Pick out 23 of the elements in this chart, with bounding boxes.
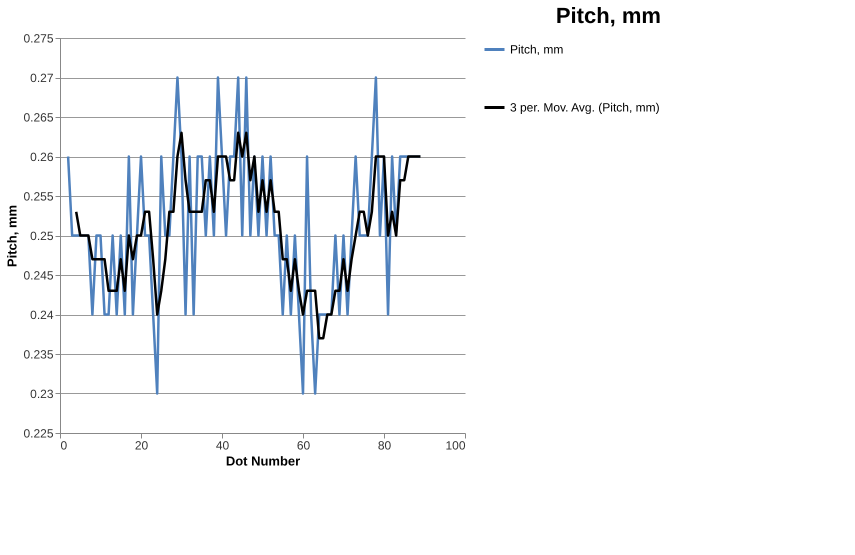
x-tick-label: 60 <box>296 438 310 452</box>
x-axis-title: Dot Number <box>226 454 300 468</box>
y-tick-label: 0.265 <box>23 110 54 124</box>
x-tick-label: 40 <box>216 438 230 452</box>
y-tick-label: 0.26 <box>30 150 54 164</box>
x-tick-label: 100 <box>445 438 466 452</box>
y-tick-label: 0.275 <box>23 32 54 46</box>
legend-label: Pitch, mm <box>510 42 564 56</box>
y-tick-label: 0.235 <box>23 348 54 362</box>
y-tick-label: 0.245 <box>23 268 54 282</box>
x-tick-label: 20 <box>134 438 148 452</box>
y-tick-label: 0.23 <box>30 387 54 401</box>
x-tick-label: 80 <box>378 438 392 452</box>
y-tick-label: 0.225 <box>23 426 54 440</box>
legend-label: 3 per. Mov. Avg. (Pitch, mm) <box>510 100 660 114</box>
text: Pitch, mm <box>556 3 661 28</box>
y-tick-label: 0.255 <box>23 190 54 204</box>
y-tick-label: 0.24 <box>30 308 54 322</box>
y-tick-label: 0.25 <box>30 229 54 243</box>
y-tick-label: 0.27 <box>30 71 54 85</box>
x-tick-label: 0 <box>60 438 68 452</box>
line-series <box>74 132 422 340</box>
y-axis-title: Pitch, mm <box>4 204 20 268</box>
